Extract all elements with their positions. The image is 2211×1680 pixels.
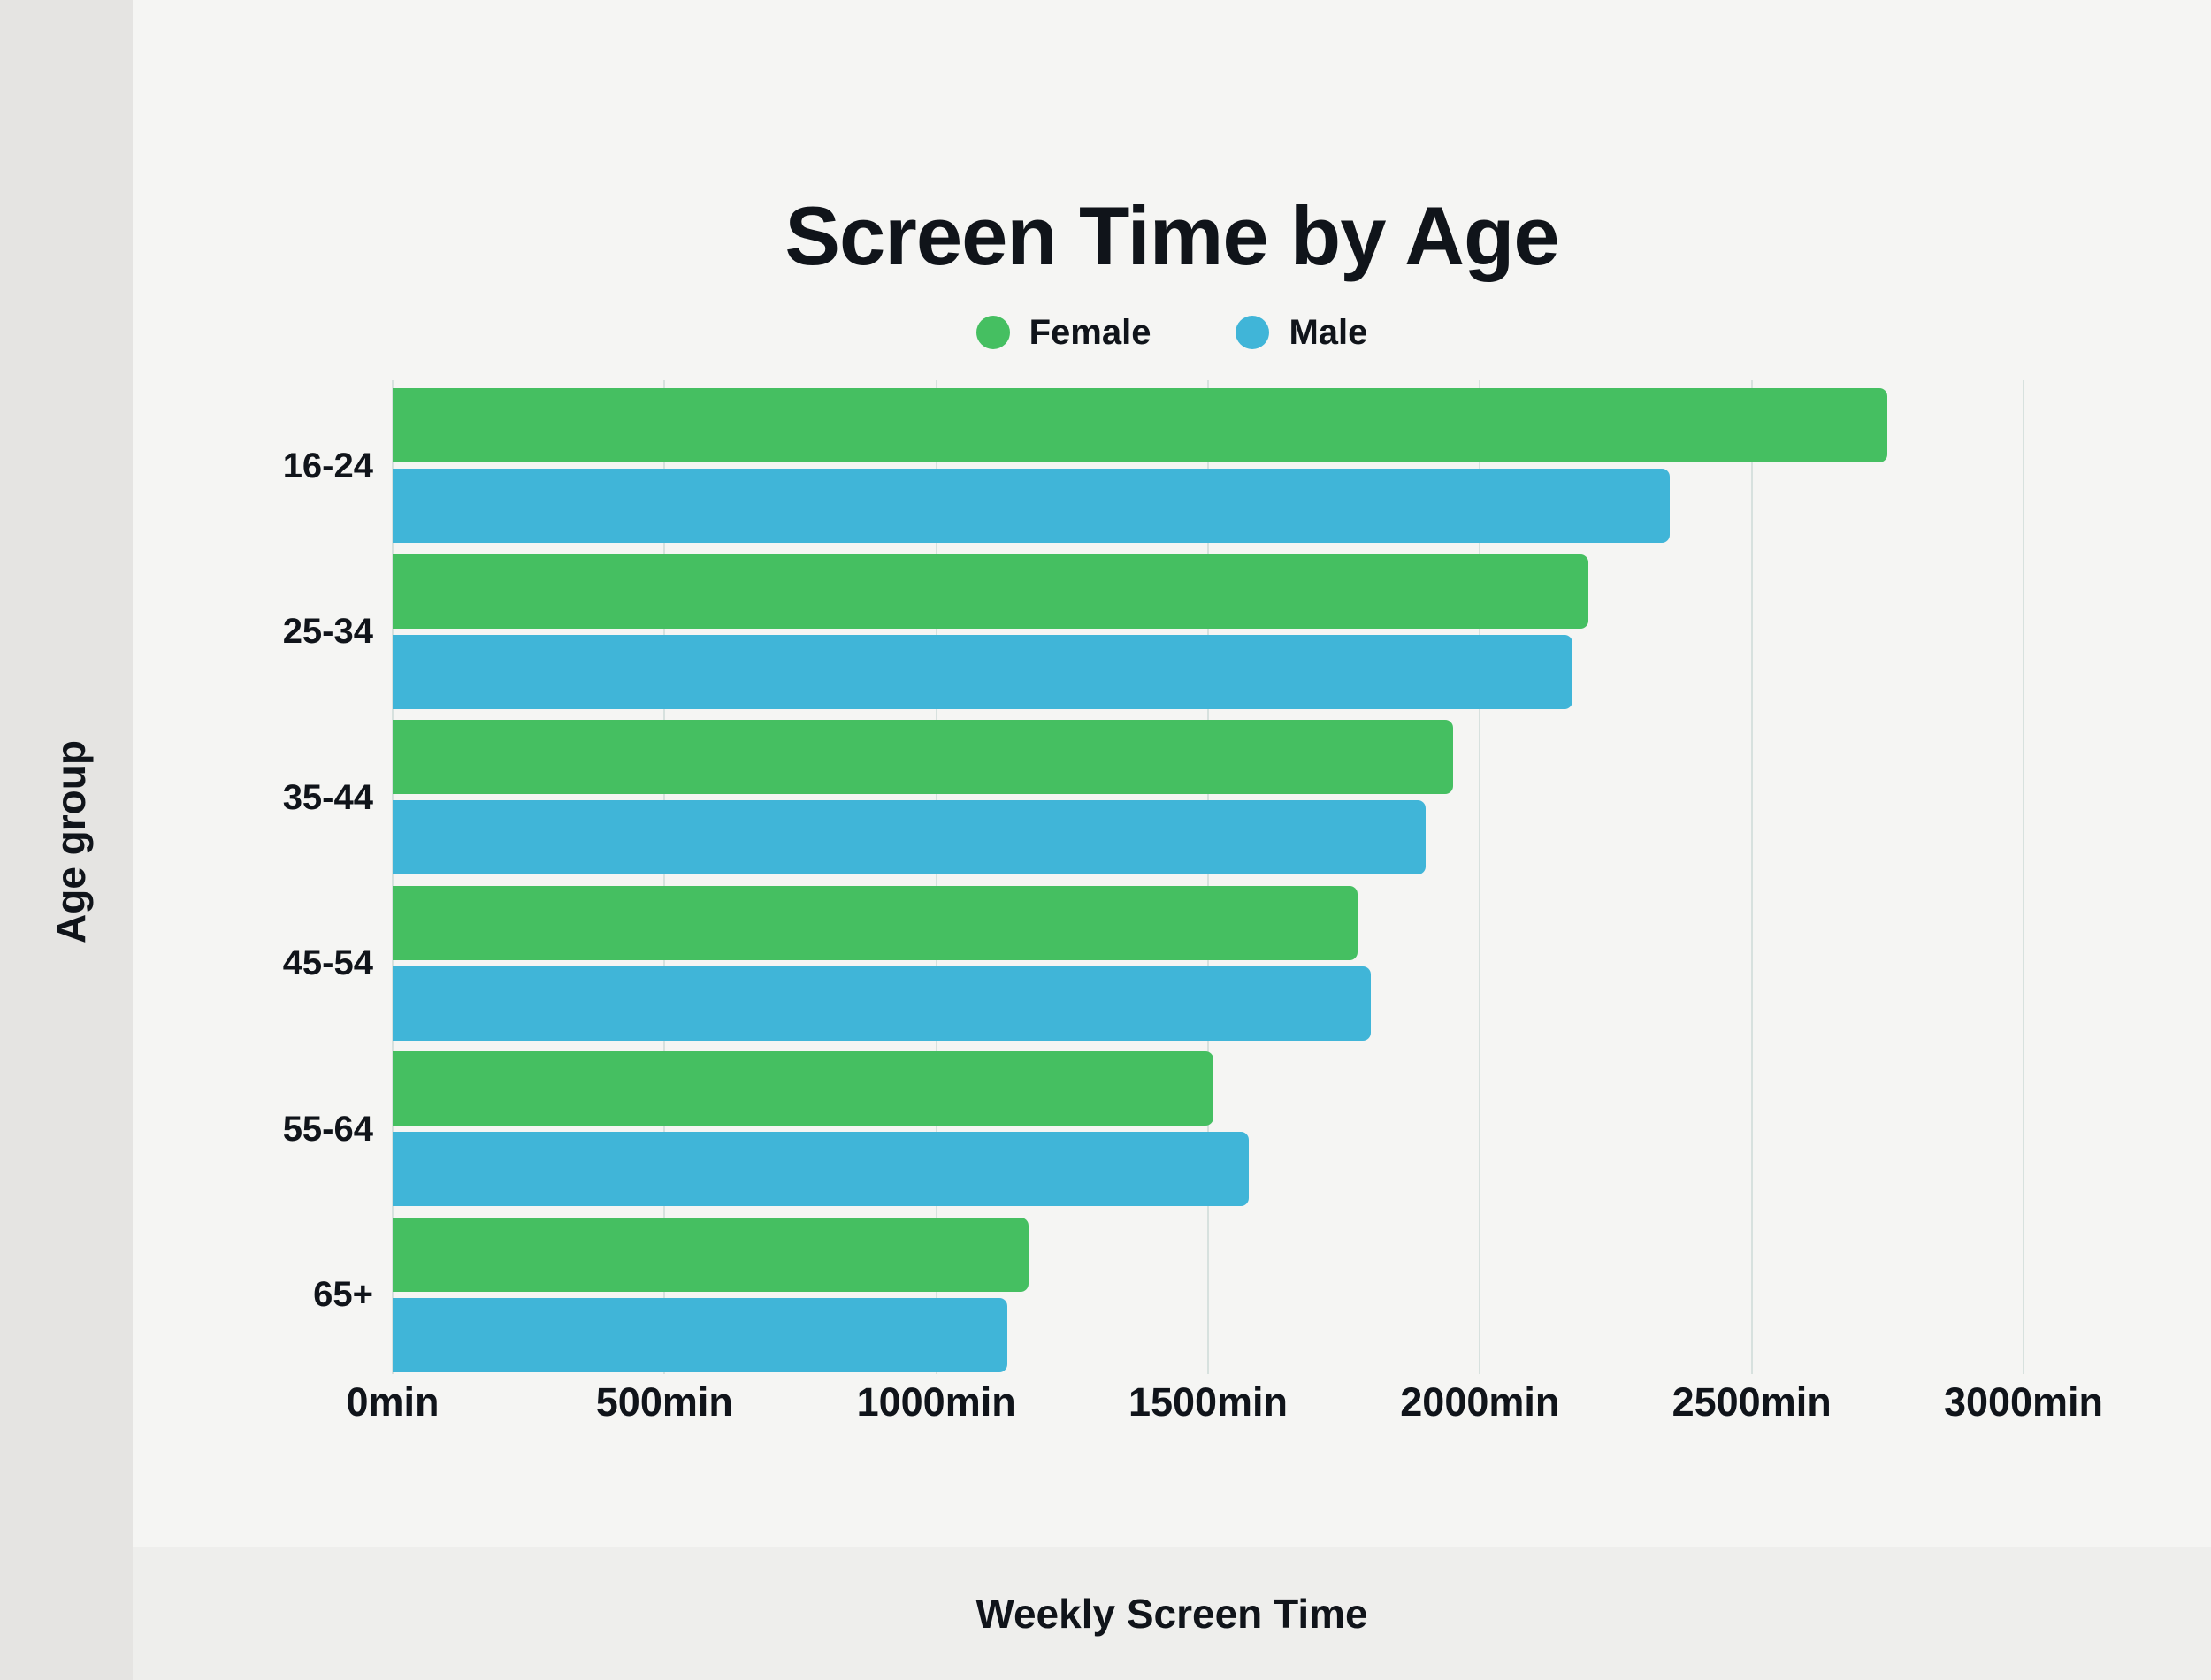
- x-tick-label: 500min: [595, 1379, 733, 1424]
- y-category-label: 25-34: [282, 612, 373, 651]
- x-tick-label: 2000min: [1400, 1379, 1560, 1424]
- male-legend-dot-icon: [1236, 316, 1270, 349]
- bar-female-55-64: [393, 1051, 1213, 1126]
- x-tick-label: 3000min: [1943, 1379, 2104, 1424]
- y-category-label: 55-64: [282, 1109, 373, 1149]
- bar-male-55-64: [393, 1132, 1249, 1206]
- y-category-label: 35-44: [282, 777, 373, 817]
- bar-female-35-44: [393, 720, 1453, 794]
- x-tick-label: 2500min: [1672, 1379, 1832, 1424]
- gridline-500: [663, 380, 666, 1374]
- bar-male-45-54: [393, 966, 1371, 1041]
- bar-female-16-24: [393, 388, 1887, 462]
- legend: Female Male: [133, 308, 2211, 357]
- legend-label-female: Female: [1029, 312, 1151, 352]
- female-legend-dot-icon: [975, 316, 1010, 349]
- bar-male-65+: [393, 1297, 1007, 1372]
- bar-female-25-34: [393, 554, 1588, 629]
- legend-label-male: Male: [1289, 312, 1368, 352]
- y-category-label: 45-54: [282, 943, 373, 982]
- y-category-label: 65+: [313, 1275, 373, 1314]
- bar-female-45-54: [393, 885, 1358, 960]
- left-gray-strip: [0, 0, 133, 1680]
- gridline-1500: [1207, 380, 1209, 1374]
- bar-male-16-24: [393, 469, 1670, 543]
- gridline-0: [392, 380, 394, 1374]
- gridline-2500: [1750, 380, 1753, 1374]
- gridline-1000: [935, 380, 937, 1374]
- y-axis-title: Age group: [48, 740, 94, 943]
- legend-item-female: Female: [975, 312, 1151, 353]
- legend-item-male: Male: [1236, 313, 1367, 353]
- bar-male-35-44: [393, 800, 1426, 874]
- y-category-label: 16-24: [282, 446, 373, 485]
- x-tick-label: 0min: [346, 1379, 440, 1424]
- x-axis-title: Weekly Screen Time: [975, 1591, 1368, 1637]
- bar-male-25-34: [393, 634, 1572, 709]
- chart-title: Screen Time by Age: [784, 188, 1559, 282]
- gridline-3000: [2023, 380, 2024, 1374]
- x-tick-label: 1500min: [1128, 1379, 1289, 1424]
- x-tick-label: 1000min: [856, 1379, 1016, 1424]
- bar-female-65+: [393, 1217, 1029, 1292]
- gridline-2000: [1479, 380, 1481, 1374]
